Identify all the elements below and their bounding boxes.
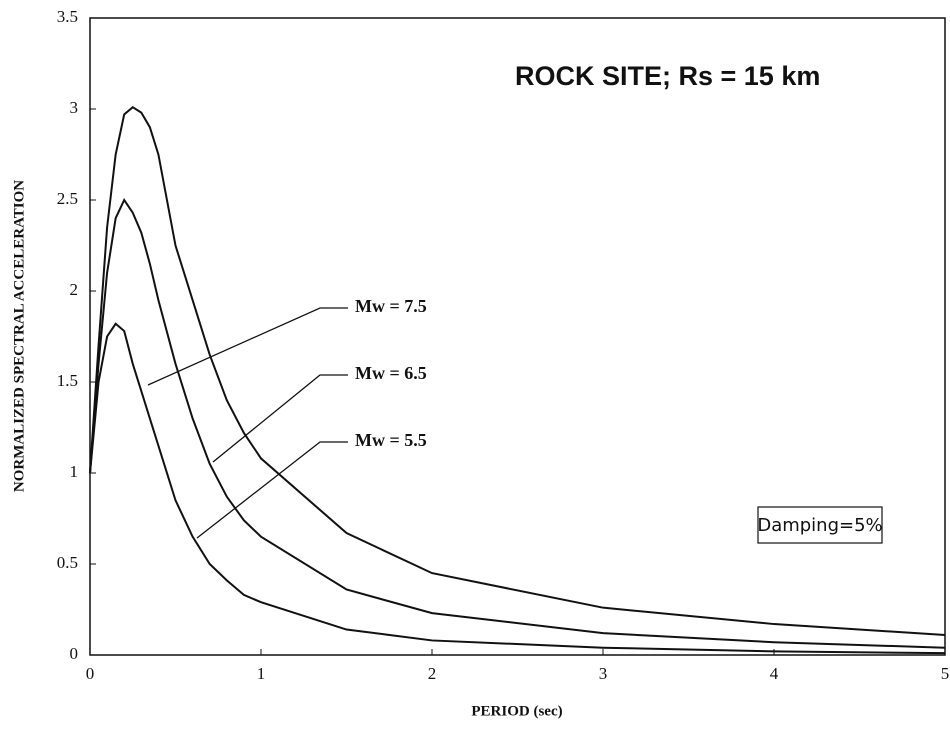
y-tick-label: 3 bbox=[70, 98, 79, 117]
x-tick-label: 0 bbox=[86, 664, 95, 683]
leader-line bbox=[196, 441, 348, 539]
y-tick-label: 1.5 bbox=[57, 371, 78, 390]
series-line bbox=[89, 322, 946, 655]
x-axis-label: PERIOD (sec) bbox=[471, 703, 562, 719]
plot-frame bbox=[89, 17, 946, 656]
leader-line bbox=[212, 374, 348, 463]
chart-title: ROCK SITE; Rs = 15 km bbox=[515, 61, 820, 91]
leader-line bbox=[147, 307, 348, 386]
x-tick-label: 5 bbox=[941, 664, 950, 683]
legend-label: Mw = 7.5 bbox=[355, 296, 427, 316]
y-tick-label: 0.5 bbox=[57, 553, 78, 572]
y-tick-label: 1 bbox=[70, 462, 79, 481]
y-tick-label: 2 bbox=[70, 280, 79, 299]
y-tick-label: 3.5 bbox=[57, 7, 78, 26]
x-tick-label: 4 bbox=[770, 664, 779, 683]
y-tick-label: 0 bbox=[70, 644, 79, 663]
leader-lines bbox=[147, 307, 348, 539]
x-tick-label: 1 bbox=[257, 664, 266, 683]
annotation: Damping=5% bbox=[757, 515, 882, 536]
series-line bbox=[89, 197, 946, 649]
y-tick-label: 2.5 bbox=[57, 189, 78, 208]
legend-label: Mw = 6.5 bbox=[355, 363, 427, 383]
x-tick-label: 2 bbox=[428, 664, 437, 683]
x-tick-label: 3 bbox=[599, 664, 608, 683]
annotation-box bbox=[757, 506, 883, 544]
legend-label: Mw = 5.5 bbox=[355, 430, 427, 450]
y-axis-label: NORMALIZED SPECTRAL ACCELERATION bbox=[11, 180, 27, 492]
series-line bbox=[89, 105, 946, 636]
